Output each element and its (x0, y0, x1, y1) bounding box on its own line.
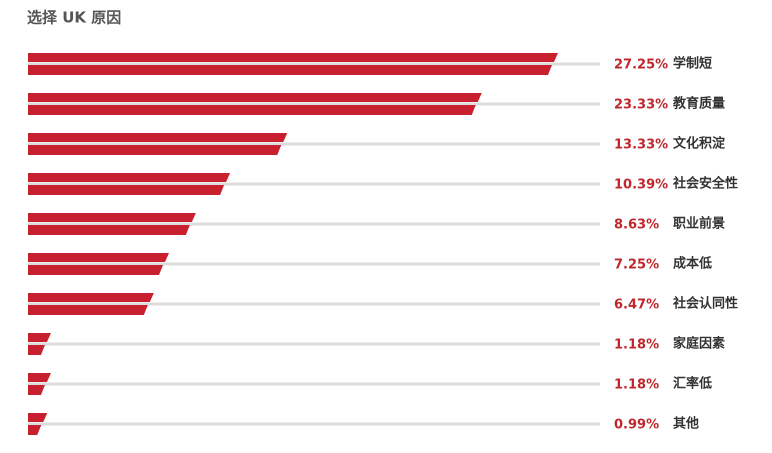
category-label: 学制短 (673, 56, 712, 72)
bar (28, 293, 154, 315)
value-label: 7.25% (614, 258, 659, 273)
bar (28, 253, 170, 275)
category-label: 文化积淀 (673, 136, 726, 152)
bar (28, 93, 482, 115)
bar (28, 53, 558, 75)
category-label: 汇率低 (673, 376, 712, 392)
bar (28, 373, 51, 395)
chart-title: 选择 UK 原因 (27, 9, 121, 27)
value-label: 1.18% (614, 378, 659, 393)
value-label: 27.25% (614, 58, 668, 73)
category-label: 职业前景 (673, 216, 725, 232)
category-label: 其他 (673, 416, 699, 432)
value-label: 8.63% (614, 218, 659, 233)
category-label: 社会认同性 (672, 296, 738, 312)
category-label: 家庭因素 (673, 336, 725, 352)
bar (28, 213, 196, 235)
category-label: 教育质量 (672, 96, 725, 112)
value-label: 23.33% (614, 98, 668, 113)
bar (28, 413, 48, 435)
bar (28, 133, 288, 155)
bar (28, 173, 231, 195)
category-label: 社会安全性 (672, 176, 738, 192)
value-label: 6.47% (614, 298, 659, 313)
bar (28, 333, 51, 355)
value-label: 1.18% (614, 338, 659, 353)
value-label: 0.99% (614, 418, 659, 433)
value-label: 13.33% (614, 138, 668, 153)
category-label: 成本低 (673, 256, 712, 272)
value-label: 10.39% (614, 178, 668, 193)
